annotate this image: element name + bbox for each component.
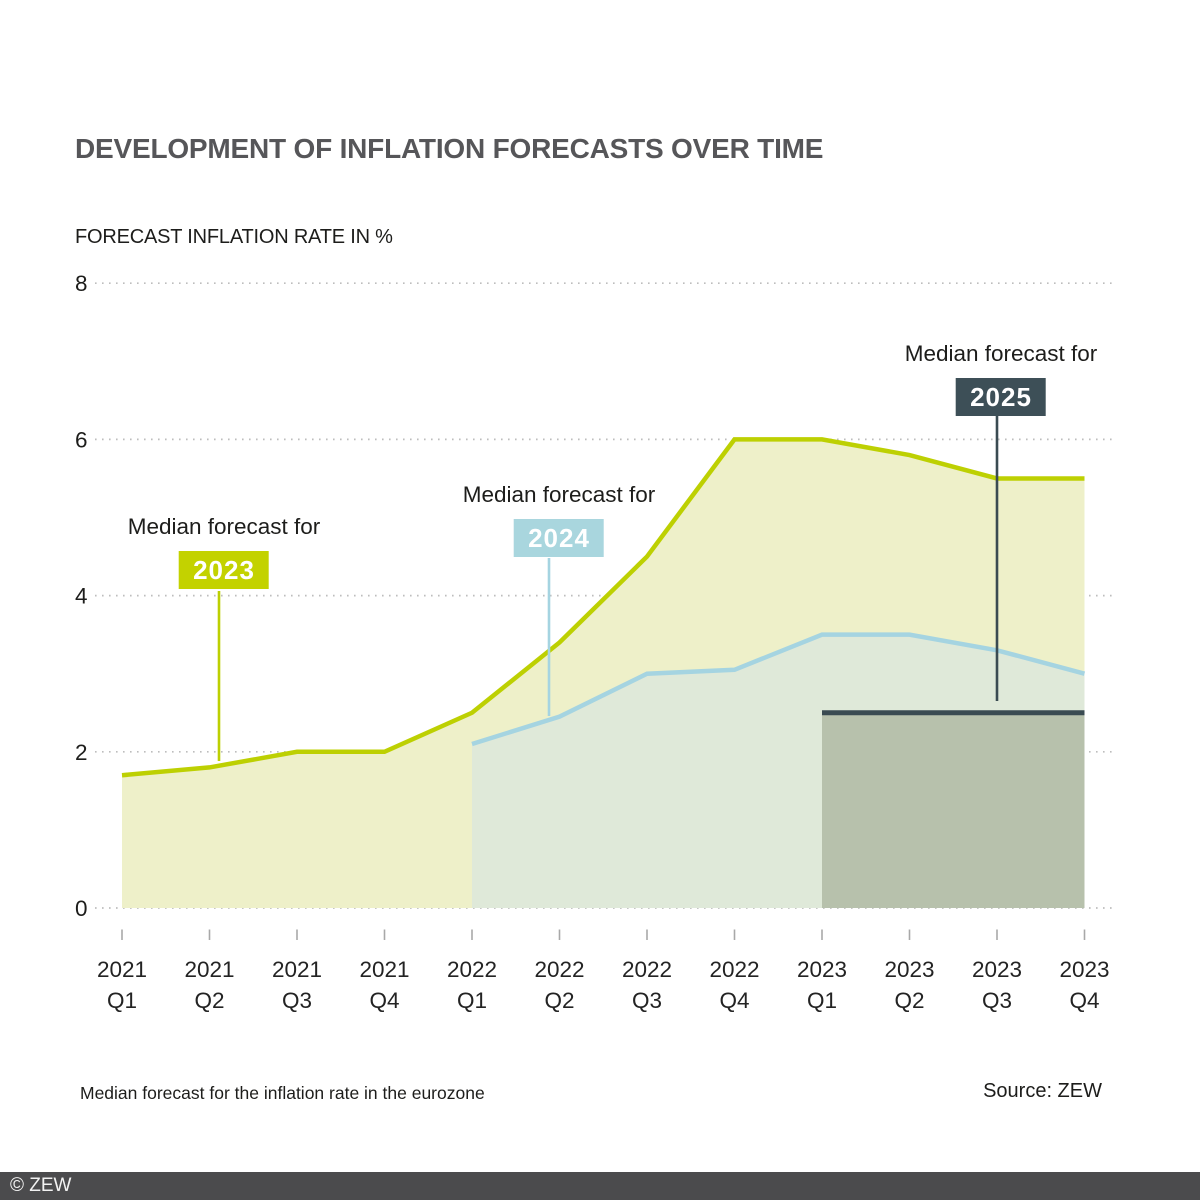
x-label-year-0: 2021 [97, 957, 147, 982]
annotation-2025-label: Median forecast for [904, 341, 1098, 366]
x-label-year-6: 2022 [622, 957, 672, 982]
x-label-quarter-11: Q4 [1069, 988, 1099, 1013]
x-label-year-5: 2022 [534, 957, 584, 982]
line-series-1 [471, 632, 1086, 747]
x-label-year-1: 2021 [184, 957, 234, 982]
x-label-quarter-1: Q2 [194, 988, 224, 1013]
x-label-quarter-4: Q1 [457, 988, 487, 1013]
x-label-year-3: 2021 [359, 957, 409, 982]
x-label-quarter-3: Q4 [369, 988, 399, 1013]
footer-bar: © ZEW [0, 1172, 1200, 1200]
x-label-quarter-7: Q4 [719, 988, 749, 1013]
annotation-2024: Median forecast for 2024 [462, 481, 656, 557]
x-label-quarter-0: Q1 [107, 988, 137, 1013]
y-tick-label-0: 0 [75, 896, 88, 921]
x-label-year-4: 2022 [447, 957, 497, 982]
x-label-quarter-9: Q2 [894, 988, 924, 1013]
x-label-year-9: 2023 [884, 957, 934, 982]
x-label-quarter-10: Q3 [982, 988, 1012, 1013]
y-tick-label-6: 6 [75, 427, 88, 452]
copyright-label: © ZEW [10, 1175, 72, 1196]
x-label-year-2: 2021 [272, 957, 322, 982]
x-label-quarter-6: Q3 [632, 988, 662, 1013]
y-tick-label-8: 8 [75, 271, 88, 296]
y-axis-unit-label: FORECAST INFLATION RATE IN % [75, 226, 393, 248]
y-tick-label-4: 4 [75, 584, 88, 609]
chart-caption: Median forecast for the inflation rate i… [80, 1083, 485, 1103]
annotation-2023-year-badge: 2023 [179, 551, 269, 589]
annotation-2024-label: Median forecast for [462, 482, 656, 507]
y-tick-label-2: 2 [75, 740, 88, 765]
x-label-quarter-2: Q3 [282, 988, 312, 1013]
annotation-2023-label: Median forecast for [127, 514, 321, 539]
area-series-2 [822, 712, 1085, 908]
x-label-quarter-5: Q2 [544, 988, 574, 1013]
x-label-year-7: 2022 [709, 957, 759, 982]
source-credit: Source: ZEW [983, 1080, 1102, 1102]
x-label-year-10: 2023 [972, 957, 1022, 982]
inflation-forecast-chart: 0 2 4 6 8 2021 Q1 2021 Q2 2021 Q3 2021 Q4 2022 Q1 2022 Q… [75, 271, 1115, 1013]
annotation-2025: Median forecast for 2025 [904, 340, 1098, 416]
annotation-2023: Median forecast for 2023 [127, 513, 321, 589]
page-title: DEVELOPMENT OF INFLATION FORECASTS OVER … [75, 133, 824, 164]
annotation-2025-year-badge: 2025 [956, 378, 1046, 416]
x-label-year-11: 2023 [1059, 957, 1109, 982]
x-label-quarter-8: Q1 [807, 988, 837, 1013]
annotation-2024-year-badge: 2024 [514, 519, 604, 557]
x-label-year-8: 2023 [797, 957, 847, 982]
line-series-0 [121, 437, 1085, 778]
